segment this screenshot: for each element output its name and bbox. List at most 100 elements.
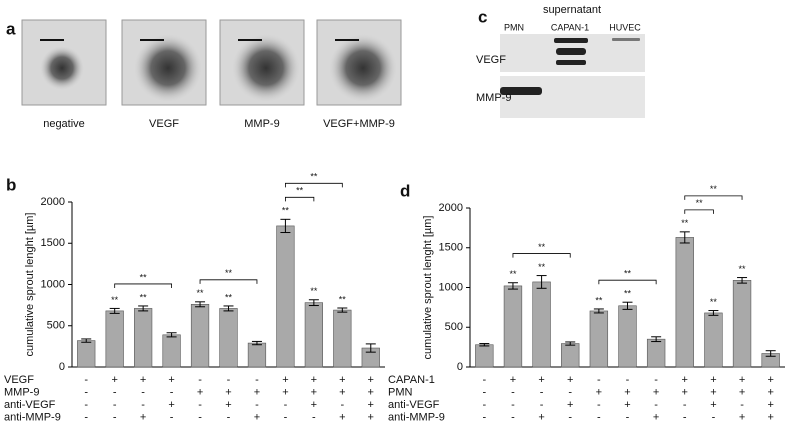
condition-sign: - [540, 386, 544, 398]
condition-sign: + [538, 411, 544, 423]
condition-sign: + [368, 399, 374, 411]
y-tick-label: 0 [457, 361, 463, 373]
lane-label: HUVEC [609, 22, 641, 32]
spheroid [134, 34, 202, 102]
significance-label: ** [710, 297, 718, 307]
condition-sign: + [225, 399, 231, 411]
error-bar [365, 343, 376, 353]
condition-sign: - [284, 411, 288, 423]
condition-sign: + [168, 374, 174, 386]
error-bar [138, 305, 149, 312]
y-tick-label: 2000 [439, 202, 463, 214]
error-bar [81, 338, 92, 343]
condition-name: MMP-9 [4, 386, 39, 398]
condition-name: anti-MMP-9 [4, 411, 61, 423]
condition-sign: - [568, 411, 572, 423]
bar [219, 308, 238, 368]
y-tick-label: 2000 [41, 196, 65, 208]
panel-label: c [478, 7, 487, 26]
significance-label: ** [681, 218, 689, 228]
significance-bracket [684, 209, 714, 214]
y-tick-label: 1500 [41, 237, 65, 249]
condition-sign: + [254, 411, 260, 423]
condition-sign: - [597, 399, 601, 411]
condition-sign: + [624, 386, 630, 398]
significance-label: ** [310, 286, 318, 296]
spheroid [40, 46, 84, 90]
bracket-label: ** [140, 272, 148, 282]
condition-sign: - [255, 399, 259, 411]
blot-row-label: VEGF [476, 54, 506, 66]
condition-sign: - [141, 386, 145, 398]
significance-bracket [598, 279, 657, 285]
bar [333, 309, 352, 368]
error-bar [765, 350, 776, 357]
condition-sign: - [654, 374, 658, 386]
condition-sign: - [255, 374, 259, 386]
condition-sign: - [511, 411, 515, 423]
bracket-label: ** [696, 198, 704, 208]
significance-bracket [199, 279, 258, 284]
condition-sign: - [113, 386, 117, 398]
condition-sign: - [227, 374, 231, 386]
error-bar [166, 332, 177, 338]
bracket-label: ** [296, 186, 304, 196]
bar [561, 343, 580, 368]
condition-sign: - [597, 411, 601, 423]
condition-sign: + [596, 386, 602, 398]
condition-sign: + [739, 374, 745, 386]
significance-label: ** [509, 269, 517, 279]
condition-sign: - [683, 399, 687, 411]
error-bar [593, 308, 604, 314]
condition-sign: + [653, 411, 659, 423]
condition-sign: + [311, 386, 317, 398]
blot-row-label: MMP-9 [476, 92, 511, 104]
significance-bracket [512, 253, 571, 258]
condition-sign: + [567, 374, 573, 386]
bar [162, 334, 181, 368]
condition-sign: - [113, 399, 117, 411]
condition-sign: - [170, 411, 174, 423]
condition-sign: - [312, 411, 316, 423]
condition-sign: + [624, 399, 630, 411]
error-bar [536, 275, 547, 289]
error-bar [651, 336, 662, 343]
blot [500, 76, 645, 118]
significance-label: ** [140, 292, 148, 302]
condition-sign: + [311, 374, 317, 386]
significance-label: ** [111, 295, 119, 305]
condition-sign: - [113, 411, 117, 423]
condition-sign: - [227, 411, 231, 423]
condition-sign: + [767, 374, 773, 386]
condition-sign: + [197, 386, 203, 398]
condition-sign: + [168, 399, 174, 411]
error-bar [337, 307, 348, 313]
y-tick-label: 500 [47, 320, 65, 332]
bands [500, 38, 640, 95]
condition-sign: + [339, 374, 345, 386]
panel-label: a [6, 19, 16, 38]
bar [646, 338, 666, 368]
condition-sign: - [683, 411, 687, 423]
condition-name: anti-VEGF [4, 399, 56, 411]
blot-title: supernatant [543, 4, 601, 16]
lane-label: PMN [504, 22, 524, 32]
bar [589, 310, 609, 368]
condition-sign: + [368, 411, 374, 423]
bar [675, 237, 694, 368]
condition-sign: - [482, 411, 486, 423]
condition-sign: + [140, 374, 146, 386]
bar [704, 312, 723, 368]
condition-sign: - [626, 374, 630, 386]
condition-sign: - [482, 399, 486, 411]
condition-sign: + [767, 411, 773, 423]
condition-sign: - [654, 399, 658, 411]
significance-label: ** [739, 264, 747, 274]
condition-sign: - [511, 386, 515, 398]
lane-label: CAPAN-1 [551, 22, 589, 32]
condition-sign: - [568, 386, 572, 398]
condition-sign: + [282, 386, 288, 398]
y-tick-label: 1500 [439, 242, 463, 254]
condition-sign: - [597, 374, 601, 386]
